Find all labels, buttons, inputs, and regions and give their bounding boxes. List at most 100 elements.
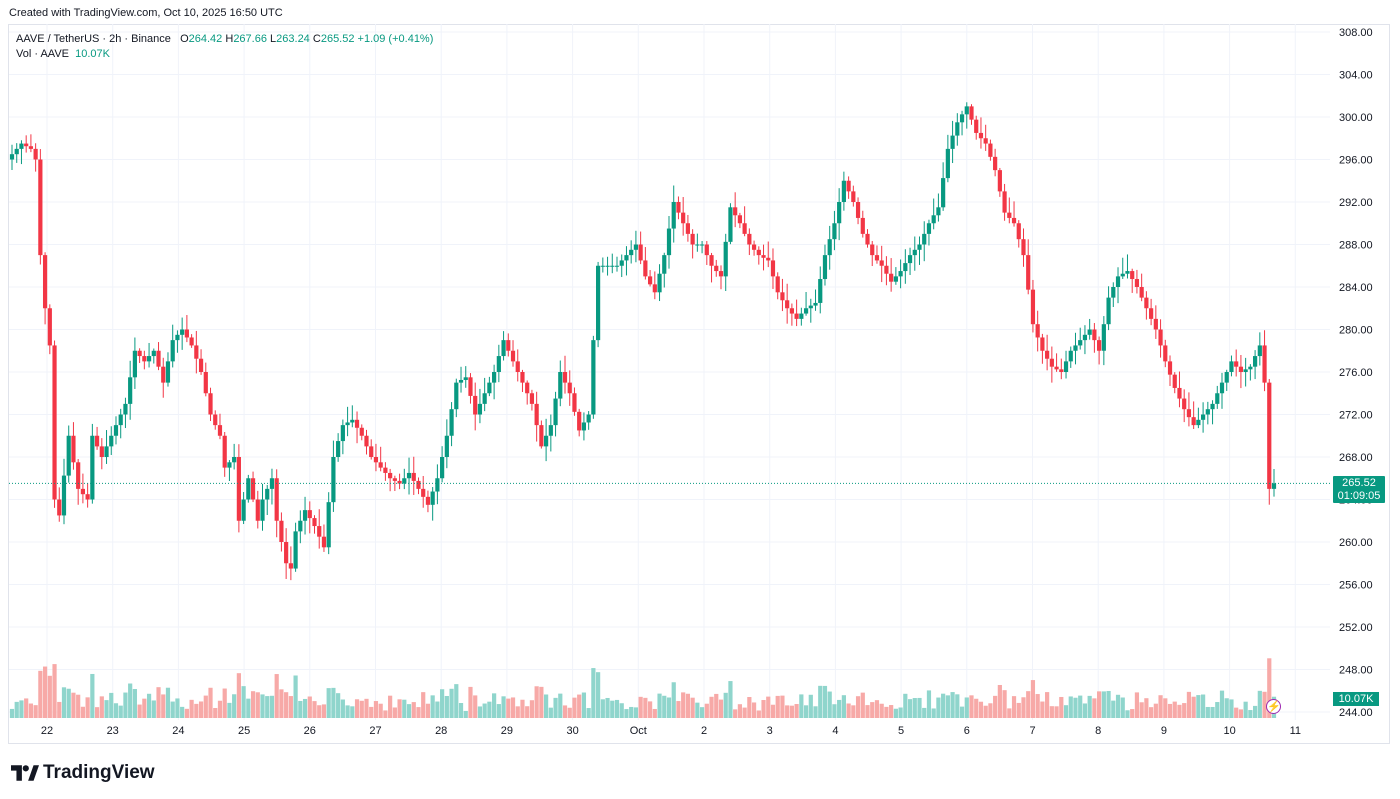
volume-bar	[61, 687, 67, 718]
volume-bar	[714, 693, 719, 718]
volume-bar	[676, 701, 681, 718]
candle-body	[1054, 366, 1059, 370]
time-tick-label: 6	[964, 725, 970, 737]
candle-body	[392, 478, 397, 481]
volume-bar	[539, 686, 544, 718]
volume-bar	[917, 697, 922, 718]
candle-body	[288, 563, 293, 569]
candle-body	[1215, 393, 1220, 404]
volume-bar	[1063, 705, 1069, 718]
candle-body	[870, 244, 875, 256]
candle-body	[255, 499, 260, 521]
candle-body	[435, 478, 440, 492]
candle-body	[463, 377, 468, 380]
candle-body	[66, 435, 71, 476]
volume-bar	[156, 687, 161, 718]
volume-bar	[1087, 695, 1092, 718]
volume-bar	[666, 697, 672, 718]
symbol-label[interactable]: AAVE / TetherUS · 2h · Binance	[16, 33, 171, 45]
volume-bar	[638, 696, 643, 718]
candle-body	[321, 536, 327, 548]
candle-body	[974, 119, 979, 133]
candle-body	[539, 425, 544, 447]
volume-bar	[373, 701, 379, 718]
candle-body	[1149, 308, 1154, 319]
volume-bar	[1073, 697, 1078, 718]
time-tick-label: 26	[304, 725, 316, 737]
volume-bar	[1002, 690, 1007, 718]
candle-body	[723, 241, 728, 277]
volume-bar	[605, 697, 610, 718]
candle-body	[964, 106, 969, 115]
volume-bar	[567, 707, 572, 718]
candle-body	[827, 239, 832, 256]
volume-bar	[818, 685, 823, 718]
candle-body	[855, 202, 861, 218]
volume-bar	[293, 675, 298, 718]
volume-bar	[302, 698, 308, 718]
candle-body	[832, 223, 837, 240]
time-tick-label: 24	[172, 725, 184, 737]
volume-bar	[1267, 658, 1272, 718]
candle-body	[1059, 369, 1064, 372]
candle-body	[506, 340, 511, 351]
candle-body	[38, 159, 43, 256]
candle-body	[1045, 350, 1050, 359]
volume-bar	[203, 695, 208, 718]
volume-bar	[761, 700, 766, 718]
price-tick-label: 288.00	[1339, 240, 1373, 252]
close-value: 265.52	[320, 33, 355, 45]
volume-bar	[1229, 699, 1234, 718]
volume-bar	[227, 702, 232, 718]
volume-bar	[113, 703, 119, 718]
volume-bar	[1219, 690, 1225, 718]
candle-body	[1163, 345, 1168, 362]
volume-bar	[411, 702, 416, 718]
volume-bar	[974, 698, 979, 718]
lightning-icon[interactable]: ⚡	[1266, 699, 1281, 714]
volume-bar	[1045, 692, 1050, 718]
candle-body	[1210, 403, 1215, 410]
tradingview-brand[interactable]: TradingView	[11, 762, 155, 784]
candle-body	[184, 329, 189, 338]
candle-body	[151, 350, 156, 357]
volume-bar	[993, 695, 998, 718]
volume-bar	[756, 710, 761, 718]
volume-bar	[685, 693, 691, 718]
candle-body	[482, 393, 487, 404]
volume-bar	[822, 685, 828, 718]
candle-body	[525, 382, 530, 394]
volume-bar	[912, 698, 917, 718]
volume-bar	[1149, 707, 1154, 718]
candle-body	[146, 356, 152, 362]
volume-bar	[1172, 701, 1177, 718]
low-label: L	[270, 33, 277, 45]
time-tick-label: 7	[1029, 725, 1035, 737]
volume-label[interactable]: Vol · AAVE	[16, 48, 69, 60]
volume-bar	[184, 708, 189, 718]
candle-body	[132, 350, 137, 378]
time-tick-label: 8	[1095, 725, 1101, 737]
candle-body	[657, 273, 662, 293]
volume-bar	[487, 701, 492, 718]
volume-bar	[936, 697, 941, 718]
volume-bar	[38, 670, 43, 718]
volume-bar	[1177, 704, 1182, 718]
candle-body	[113, 425, 119, 436]
candle-body	[156, 350, 161, 367]
volume-bar	[1196, 695, 1201, 718]
volume-bar	[945, 695, 950, 718]
volume-bar	[104, 700, 109, 718]
candle-body	[993, 156, 998, 171]
volume-bar	[260, 694, 265, 718]
candle-body	[269, 478, 275, 489]
volume-bar	[614, 699, 620, 718]
volume-bar	[723, 692, 728, 718]
time-tick-label: 25	[238, 725, 250, 737]
volume-bar	[709, 696, 714, 718]
volume-bar	[870, 702, 875, 718]
volume-bar	[369, 706, 374, 718]
time-tick-label: 22	[41, 725, 53, 737]
candle-body	[302, 510, 308, 521]
